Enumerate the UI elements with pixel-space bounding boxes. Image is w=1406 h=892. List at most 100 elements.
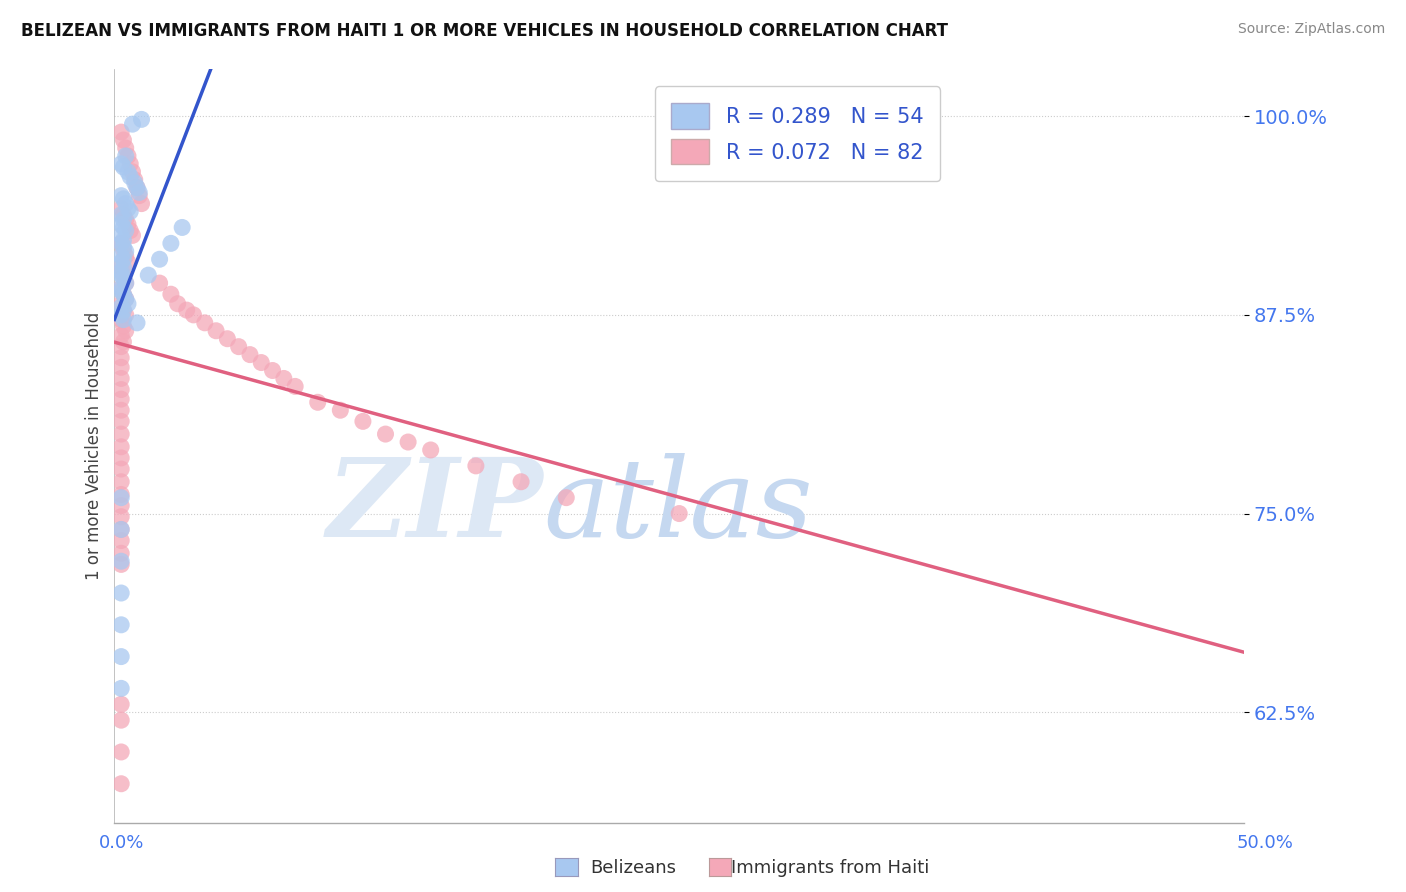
Point — [419, 442, 441, 457]
Point — [112, 212, 135, 227]
Point — [125, 180, 148, 194]
Point — [273, 371, 295, 385]
Point — [183, 308, 205, 322]
Point — [114, 212, 136, 227]
Point — [114, 149, 136, 163]
Point — [110, 208, 132, 222]
Point — [110, 340, 132, 354]
Point — [128, 186, 150, 200]
Point — [117, 255, 139, 269]
Point — [110, 499, 132, 513]
Point — [239, 348, 262, 362]
Point — [110, 236, 132, 251]
Point — [128, 188, 150, 202]
Point — [110, 487, 132, 501]
Point — [112, 252, 135, 267]
Point — [110, 188, 132, 202]
Point — [110, 681, 132, 696]
Point — [114, 324, 136, 338]
Text: BELIZEAN VS IMMIGRANTS FROM HAITI 1 OR MORE VEHICLES IN HOUSEHOLD CORRELATION CH: BELIZEAN VS IMMIGRANTS FROM HAITI 1 OR M… — [21, 22, 948, 40]
Point — [307, 395, 329, 409]
Point — [110, 236, 132, 251]
Point — [110, 157, 132, 171]
Point — [120, 224, 142, 238]
Point — [555, 491, 578, 505]
Point — [110, 328, 132, 343]
Point — [110, 554, 132, 568]
Point — [120, 204, 142, 219]
Point — [110, 509, 132, 524]
Point — [110, 249, 132, 263]
Point — [110, 523, 132, 537]
Point — [110, 392, 132, 406]
Point — [121, 228, 143, 243]
Point — [114, 224, 136, 238]
Point — [110, 617, 132, 632]
Point — [110, 491, 132, 505]
Point — [125, 316, 148, 330]
Point — [110, 260, 132, 275]
Point — [172, 220, 194, 235]
Point — [112, 192, 135, 206]
Point — [112, 243, 135, 257]
Text: Belizeans: Belizeans — [591, 859, 676, 877]
Point — [205, 324, 228, 338]
Point — [110, 546, 132, 560]
Point — [110, 383, 132, 397]
Point — [110, 284, 132, 298]
Point — [114, 308, 136, 322]
Point — [120, 169, 142, 184]
Point — [117, 217, 139, 231]
Point — [112, 220, 135, 235]
Point — [112, 239, 135, 253]
Point — [110, 281, 132, 295]
Point — [117, 202, 139, 216]
Text: Immigrants from Haiti: Immigrants from Haiti — [731, 859, 929, 877]
Text: 50.0%: 50.0% — [1237, 834, 1294, 852]
Point — [374, 427, 396, 442]
Point — [110, 698, 132, 712]
Point — [136, 268, 159, 282]
Point — [112, 208, 135, 222]
Point — [117, 165, 139, 179]
Point — [110, 228, 132, 243]
Point — [110, 268, 132, 282]
Point — [131, 112, 153, 127]
Point — [112, 133, 135, 147]
Point — [124, 173, 146, 187]
Point — [396, 435, 419, 450]
Point — [112, 268, 135, 282]
Point — [194, 316, 217, 330]
Point — [124, 176, 146, 190]
Point — [160, 287, 183, 301]
Point — [110, 533, 132, 548]
Point — [110, 125, 132, 139]
Point — [114, 292, 136, 306]
Point — [112, 303, 135, 318]
Text: Source: ZipAtlas.com: Source: ZipAtlas.com — [1237, 22, 1385, 37]
Point — [112, 260, 135, 275]
Point — [160, 236, 183, 251]
Point — [114, 244, 136, 259]
Point — [112, 318, 135, 333]
Point — [110, 371, 132, 385]
Point — [110, 312, 132, 326]
Point — [217, 332, 239, 346]
Point — [110, 403, 132, 417]
Point — [110, 300, 132, 314]
Y-axis label: 1 or more Vehicles in Household: 1 or more Vehicles in Household — [86, 312, 103, 580]
Point — [166, 297, 188, 311]
Point — [110, 745, 132, 759]
Point — [284, 379, 307, 393]
Point — [112, 160, 135, 174]
Point — [110, 360, 132, 375]
Text: ZIP: ZIP — [328, 452, 544, 560]
Point — [110, 217, 132, 231]
Point — [262, 363, 284, 377]
Point — [110, 440, 132, 454]
Point — [112, 312, 135, 326]
Point — [114, 292, 136, 306]
Point — [110, 558, 132, 572]
Point — [149, 276, 172, 290]
Point — [250, 355, 273, 369]
